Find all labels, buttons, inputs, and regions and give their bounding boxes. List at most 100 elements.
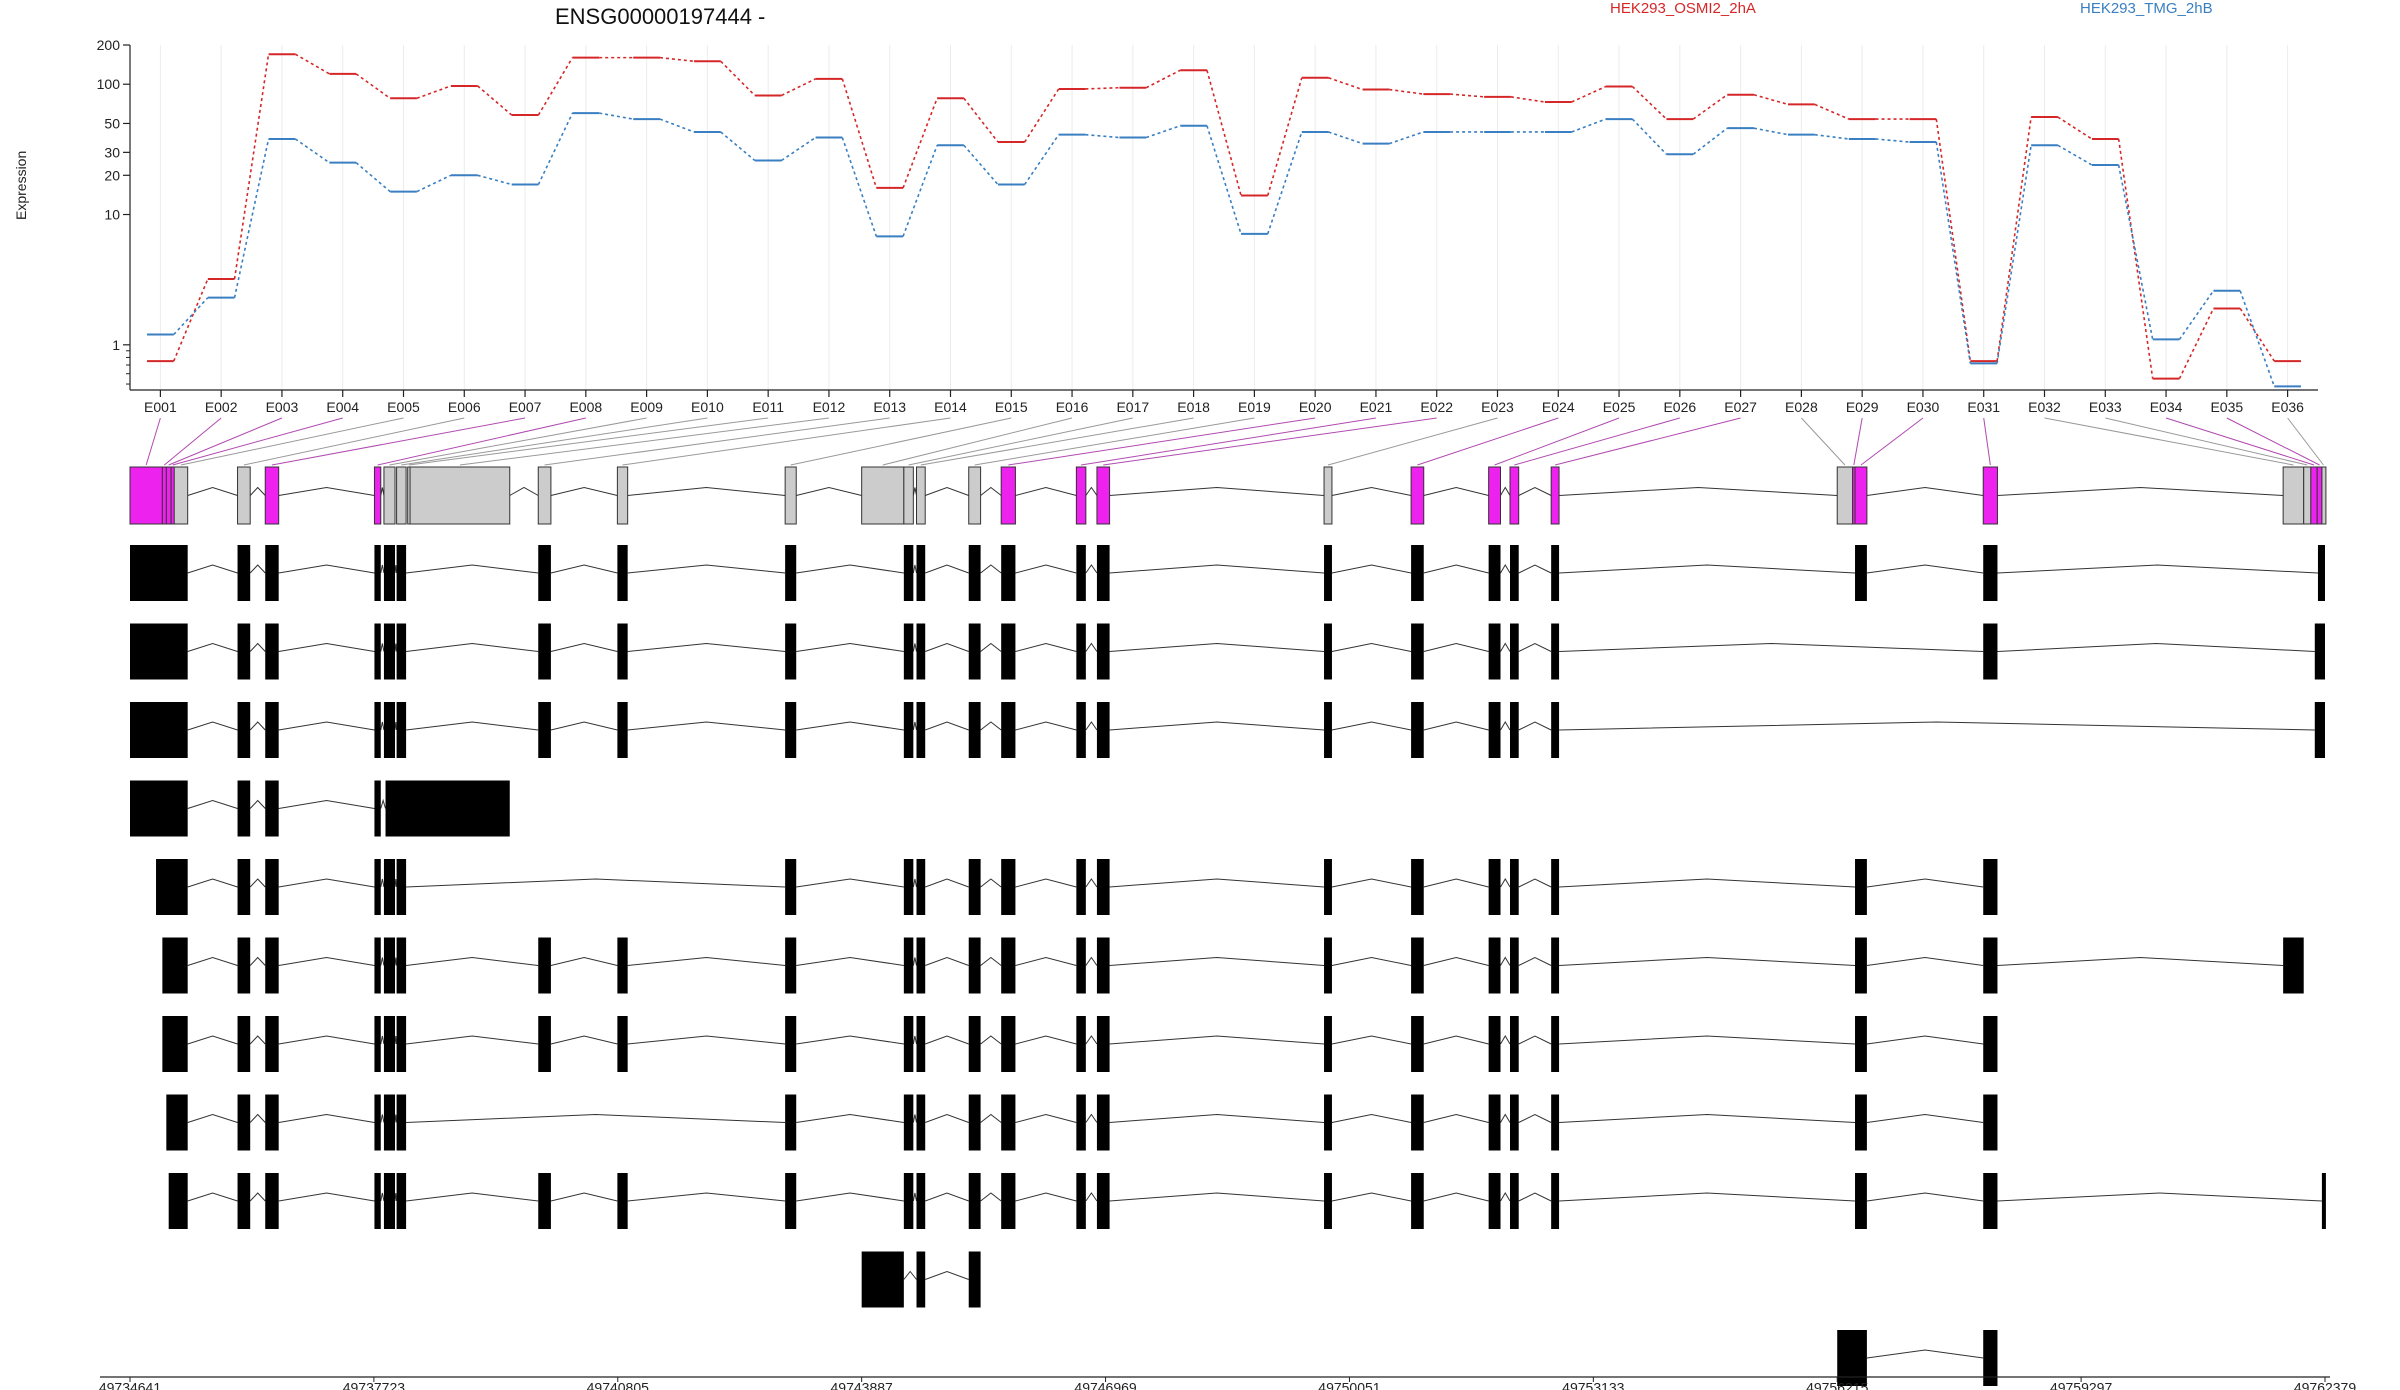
intron-line xyxy=(1015,956,1077,966)
transcript-exon xyxy=(374,623,381,680)
exon-link-line xyxy=(974,417,1255,466)
intron-line xyxy=(1500,1035,1511,1045)
intron-line xyxy=(796,1113,904,1123)
intron-line xyxy=(912,1192,917,1202)
exon-link-line xyxy=(544,417,890,466)
transcript-exon xyxy=(265,1094,279,1151)
exon-bin xyxy=(1323,466,1333,525)
exon-bin xyxy=(1550,466,1560,525)
transcript-row xyxy=(166,1094,1998,1151)
intron-line xyxy=(1997,642,2315,652)
exon-link-line xyxy=(168,417,283,466)
transcript-exon xyxy=(968,1094,981,1151)
transcript-exon xyxy=(2317,545,2325,601)
intron-line xyxy=(380,1035,385,1045)
series-connector xyxy=(537,57,574,116)
series-connector xyxy=(902,97,938,189)
transcript-exon xyxy=(785,1173,797,1229)
transcript-exon xyxy=(617,545,628,601)
series-connector xyxy=(659,118,695,133)
series-connector xyxy=(1206,70,1242,196)
intron-line xyxy=(550,1035,618,1045)
series-a xyxy=(147,53,2301,380)
series-connector xyxy=(1328,77,1363,91)
intron-line xyxy=(796,564,904,574)
intron-line xyxy=(1559,642,1984,652)
intron-line xyxy=(1331,1192,1412,1202)
intron-line xyxy=(1331,956,1412,966)
series-connector xyxy=(1631,85,1668,120)
transcript-row xyxy=(162,937,2304,994)
transcript-exon xyxy=(968,1173,981,1229)
exon-link-line xyxy=(172,417,343,466)
intron-line xyxy=(796,486,862,496)
transcript-exon xyxy=(1001,937,1016,994)
intron-line xyxy=(912,1114,917,1123)
exon-bin xyxy=(2310,466,2318,525)
intron-line xyxy=(1015,721,1077,731)
series-connector xyxy=(1935,141,1972,364)
series-connector xyxy=(1450,93,1485,98)
exon-link-line xyxy=(2105,417,2308,466)
intron-line xyxy=(1866,956,1984,966)
x-tick-label: E027 xyxy=(1724,399,1757,415)
transcript-exon xyxy=(385,780,510,837)
y-tick-label: 50 xyxy=(104,115,120,131)
transcript-exon xyxy=(1324,1173,1332,1229)
exon-link-line xyxy=(1860,417,1924,466)
transcript-exon xyxy=(1411,937,1424,994)
intron-line xyxy=(278,1113,375,1123)
intron-line xyxy=(394,721,398,731)
transcript-exon xyxy=(2314,702,2325,758)
intron-line xyxy=(394,878,398,888)
transcript-exon xyxy=(1488,623,1501,680)
transcript-exon xyxy=(903,1094,914,1151)
transcript-row xyxy=(130,623,2325,680)
exon-bin xyxy=(165,466,172,525)
transcript-exon xyxy=(1001,1173,1016,1229)
intron-line xyxy=(380,721,385,731)
intron-line xyxy=(1866,564,1984,574)
series-connector xyxy=(416,174,452,193)
coordinate-label: 49756215 xyxy=(1806,1380,1869,1390)
intron-line xyxy=(1423,878,1489,888)
exon-link-line xyxy=(243,417,465,466)
exon-bin xyxy=(616,466,629,525)
transcript-exon xyxy=(916,859,926,915)
intron-line xyxy=(1518,642,1552,652)
transcript-exon xyxy=(265,780,279,837)
x-tick-label: E020 xyxy=(1299,399,1332,415)
transcript-exon xyxy=(916,1094,926,1151)
intron-line xyxy=(1500,1113,1511,1123)
x-tick-label: E014 xyxy=(934,399,967,415)
transcript-exon xyxy=(1076,1016,1086,1072)
exon-link-line xyxy=(622,417,951,466)
intron-line xyxy=(1500,721,1511,731)
series-connector xyxy=(902,144,938,237)
transcript-exon xyxy=(968,859,981,915)
transcript-exon xyxy=(916,623,926,680)
transcript-exon xyxy=(903,1016,914,1072)
transcript-exon xyxy=(396,545,407,601)
intron-line xyxy=(980,642,1002,652)
intron-line xyxy=(249,799,266,809)
intron-line xyxy=(1997,486,2284,496)
series-connector xyxy=(2239,290,2275,387)
coordinate-label: 49737723 xyxy=(343,1380,406,1390)
transcript-exon xyxy=(166,1094,188,1151)
intron-line xyxy=(1866,1035,1984,1045)
intron-line xyxy=(1331,486,1412,496)
transcript-exon xyxy=(968,1016,981,1072)
transcript-exon xyxy=(265,937,279,994)
intron-line xyxy=(1997,564,2318,574)
transcript-exon xyxy=(903,623,914,680)
transcript-exon xyxy=(1001,1094,1016,1151)
intron-line xyxy=(1085,1035,1098,1045)
intron-line xyxy=(1331,1113,1412,1123)
transcript-exon xyxy=(916,1251,926,1308)
series-connector xyxy=(1206,125,1242,235)
exon-bin xyxy=(784,466,797,525)
exon-bin xyxy=(2316,466,2323,525)
intron-line xyxy=(187,1113,238,1123)
transcript-exon xyxy=(130,545,188,601)
